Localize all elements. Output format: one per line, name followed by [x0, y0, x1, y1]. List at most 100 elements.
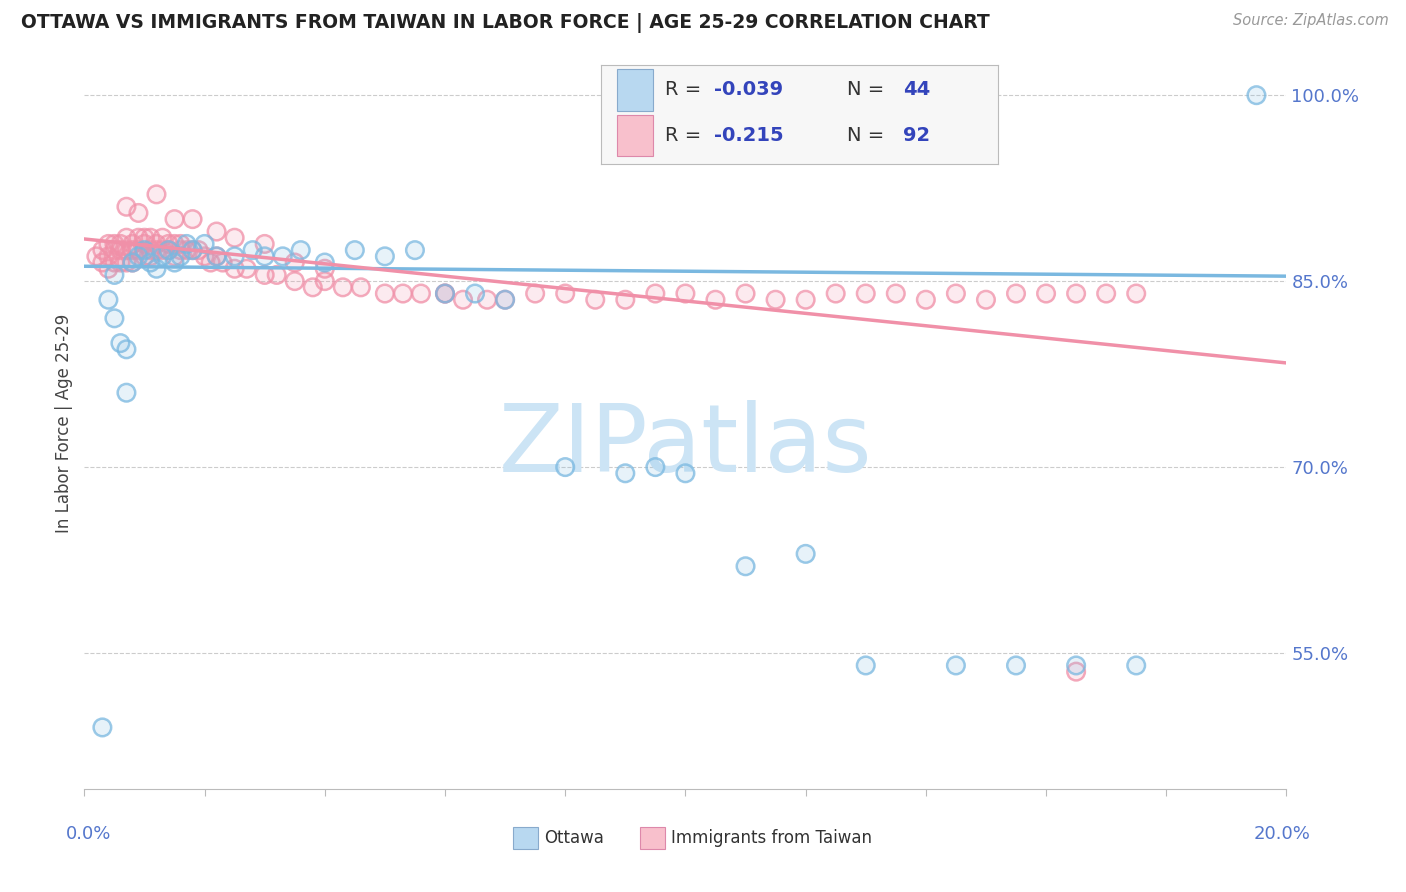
Point — [152, 243, 174, 257]
Point — [434, 286, 457, 301]
Point — [1064, 665, 1087, 679]
Point — [301, 280, 323, 294]
Point — [103, 311, 125, 326]
Point — [194, 236, 217, 251]
Point — [554, 460, 576, 475]
Point — [134, 243, 156, 257]
Point — [97, 293, 120, 307]
Point — [145, 187, 167, 202]
Text: Ottawa: Ottawa — [544, 829, 605, 847]
Point — [103, 268, 125, 282]
Point — [1005, 658, 1028, 673]
Point — [404, 243, 426, 257]
Point — [824, 286, 846, 301]
Point — [675, 467, 697, 481]
Text: Immigrants from Taiwan: Immigrants from Taiwan — [671, 829, 872, 847]
Point — [157, 243, 180, 257]
Point — [115, 343, 138, 357]
Point — [103, 243, 125, 257]
Point — [194, 249, 217, 263]
Point — [194, 249, 217, 263]
Point — [343, 243, 366, 257]
Point — [103, 236, 125, 251]
Point — [110, 236, 132, 251]
Point — [855, 658, 877, 673]
Point — [110, 336, 132, 351]
Point — [235, 261, 257, 276]
Point — [271, 249, 294, 263]
Point — [127, 249, 149, 263]
Point — [374, 249, 396, 263]
Point — [1246, 88, 1268, 103]
Point — [765, 293, 787, 307]
Point — [110, 243, 132, 257]
Point — [115, 243, 138, 257]
Point — [139, 249, 162, 263]
Point — [583, 293, 606, 307]
Point — [734, 559, 756, 574]
Point — [734, 286, 756, 301]
Point — [554, 286, 576, 301]
Point — [314, 274, 336, 288]
Point — [1064, 665, 1087, 679]
Point — [86, 249, 108, 263]
Point — [1125, 286, 1147, 301]
Point — [205, 249, 228, 263]
Point — [121, 236, 143, 251]
Point — [157, 236, 180, 251]
Point — [115, 200, 138, 214]
Point — [301, 280, 323, 294]
Point — [97, 293, 120, 307]
Point — [163, 236, 186, 251]
Point — [200, 255, 222, 269]
Point — [139, 243, 162, 257]
Point — [134, 249, 156, 263]
Point — [103, 268, 125, 282]
Point — [127, 243, 149, 257]
Point — [115, 255, 138, 269]
Point — [253, 249, 276, 263]
Point — [127, 243, 149, 257]
Point — [494, 293, 516, 307]
Point — [139, 255, 162, 269]
Point — [152, 231, 174, 245]
Point — [765, 293, 787, 307]
Point — [1125, 286, 1147, 301]
Point — [884, 286, 907, 301]
Point — [91, 255, 114, 269]
Point — [350, 280, 373, 294]
Point — [145, 236, 167, 251]
Point — [187, 243, 209, 257]
Point — [115, 385, 138, 400]
Point — [103, 236, 125, 251]
Point — [187, 243, 209, 257]
Point — [855, 286, 877, 301]
Point — [494, 293, 516, 307]
Point — [139, 243, 162, 257]
Point — [97, 236, 120, 251]
Point — [434, 286, 457, 301]
Point — [614, 467, 637, 481]
Point — [332, 280, 354, 294]
Point — [1005, 286, 1028, 301]
Point — [464, 286, 486, 301]
Point — [392, 286, 415, 301]
Point — [91, 721, 114, 735]
Point — [1064, 658, 1087, 673]
Point — [734, 559, 756, 574]
Point — [115, 255, 138, 269]
Point — [434, 286, 457, 301]
Point — [86, 249, 108, 263]
Point — [614, 293, 637, 307]
Point — [554, 286, 576, 301]
Point — [169, 236, 191, 251]
Point — [434, 286, 457, 301]
Point — [115, 231, 138, 245]
Point — [157, 243, 180, 257]
Point — [284, 255, 307, 269]
Point — [176, 243, 198, 257]
Point — [97, 261, 120, 276]
Point — [110, 255, 132, 269]
Point — [1035, 286, 1057, 301]
Point — [181, 243, 204, 257]
